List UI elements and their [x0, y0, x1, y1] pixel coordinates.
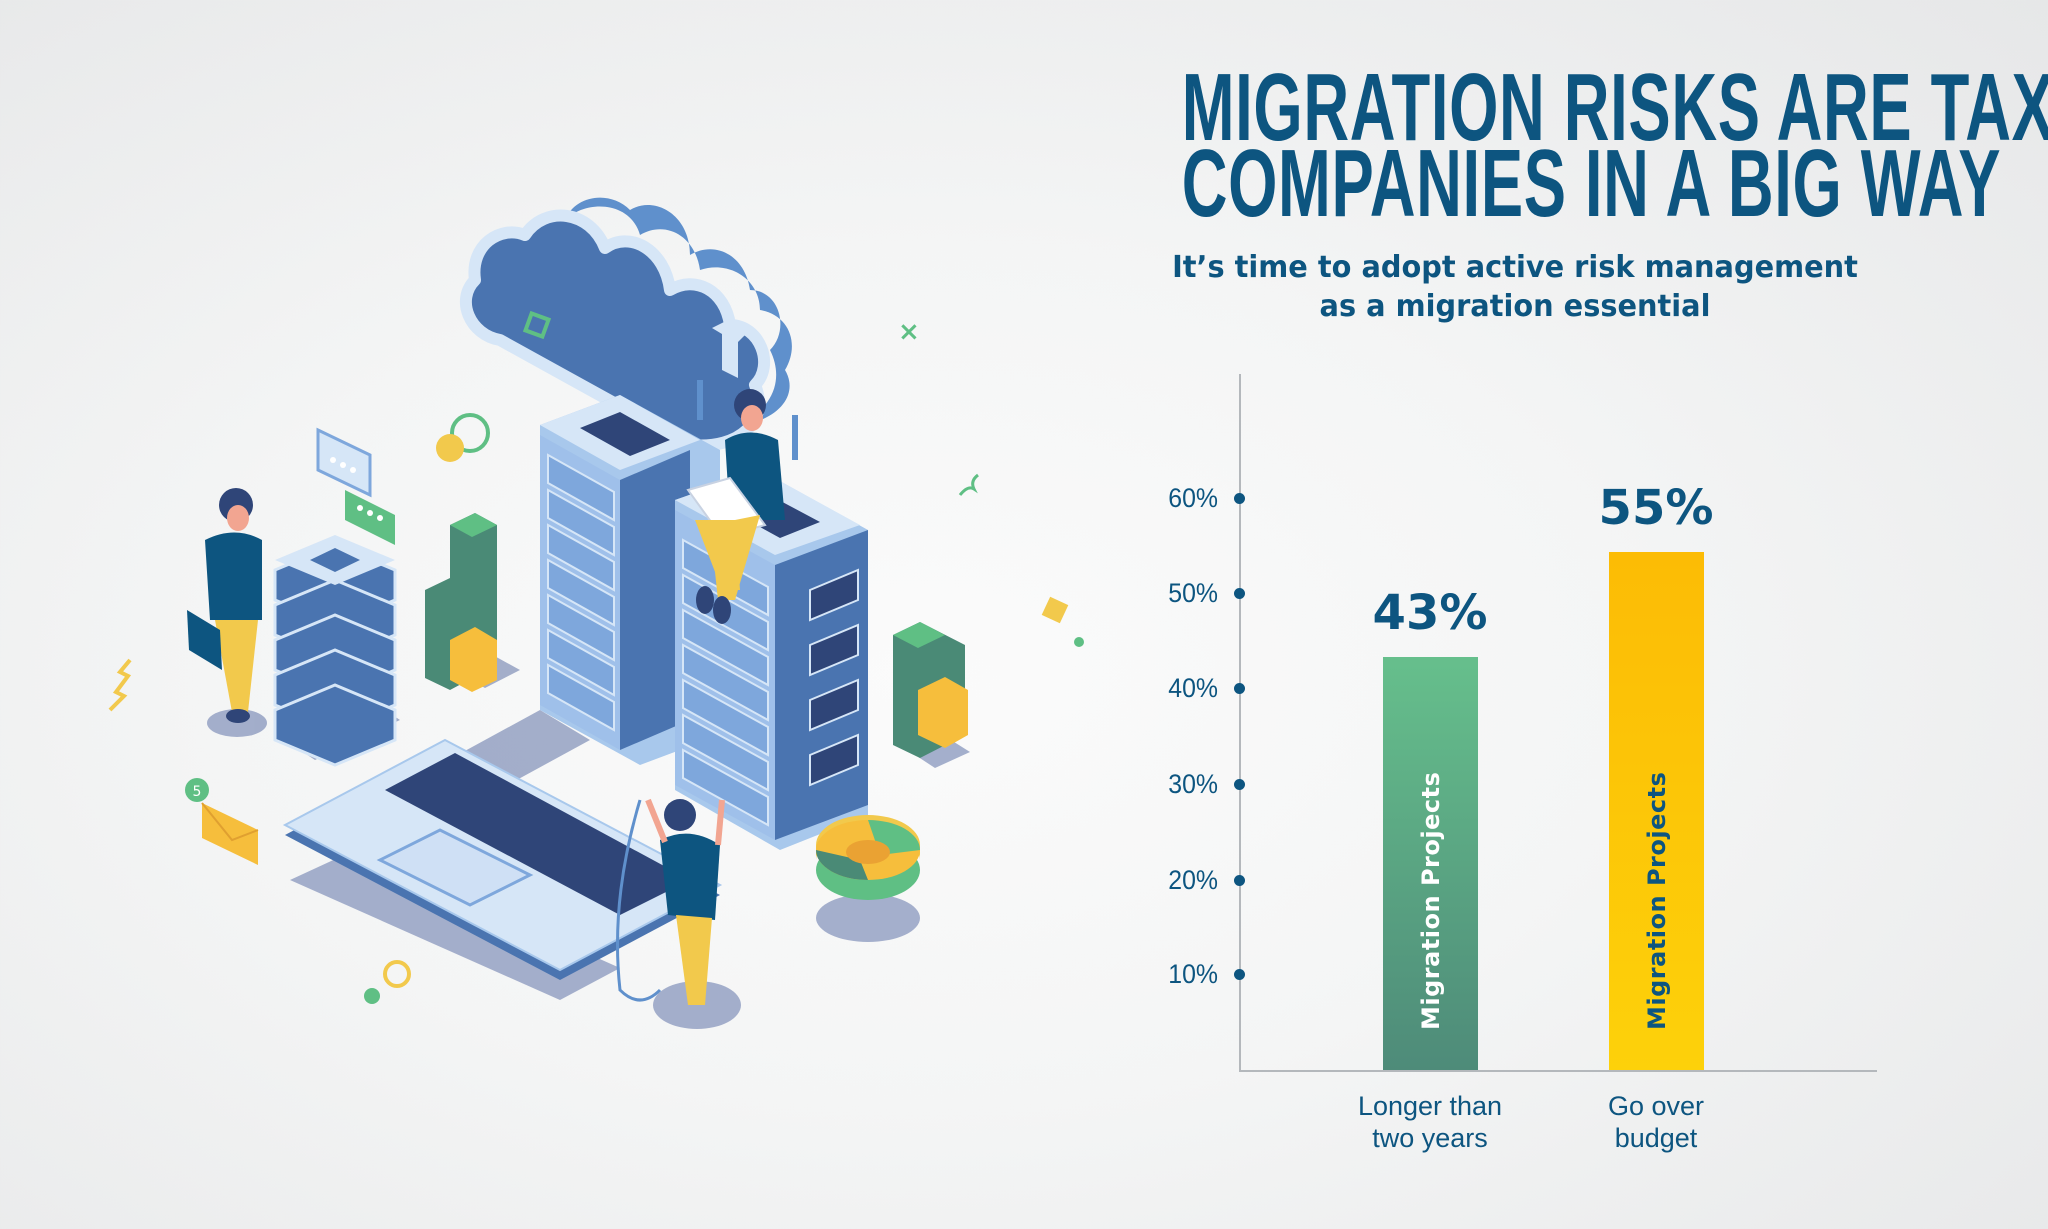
bar-inner-label: Migration Projects [1642, 771, 1671, 1030]
y-tick-label: 20% [1168, 865, 1218, 895]
y-tick-label: 50% [1168, 578, 1218, 608]
y-tick-dot [1234, 493, 1245, 504]
x-category-label: Go over budget [1607, 1091, 1705, 1153]
y-tick-label: 30% [1168, 769, 1218, 799]
y-tick-label: 10% [1168, 959, 1218, 989]
data-center-illustration: 5 × [108, 197, 1084, 1029]
svg-text:×: × [898, 317, 920, 347]
subtitle-line-2: as a migration essential [1319, 289, 1711, 324]
person-standing-woman [187, 488, 262, 723]
bar-longer-than-two-years: Migration Projects [1383, 657, 1478, 1070]
person-standing-cable [616, 798, 725, 1005]
x-axis-line [1239, 1070, 1877, 1072]
bar-inner-label: Migration Projects [1416, 771, 1445, 1030]
y-tick-label: 40% [1168, 673, 1218, 703]
page-title: MIGRATION RISKS ARE TAXING COMPANIES IN … [1010, 60, 2048, 237]
bar-go-over-budget: Migration Projects [1609, 552, 1704, 1070]
x-category-label: Longer than two years [1357, 1091, 1503, 1153]
subtitle-line-1: It’s time to adopt active risk managemen… [1172, 250, 1858, 285]
y-axis-line [1239, 374, 1241, 1072]
envelope-badge: 5 [193, 784, 202, 800]
y-tick-dot [1234, 875, 1245, 886]
y-tick-label: 60% [1168, 483, 1218, 513]
person-sitting-with-laptop [686, 389, 785, 624]
bar-chart-blocks-right [893, 622, 968, 758]
bar-chart-blocks-left [425, 513, 497, 692]
y-tick-dot [1234, 969, 1245, 980]
decorative-shapes: × [108, 310, 1084, 1004]
y-tick-dot [1234, 683, 1245, 694]
server-stack-small [273, 535, 397, 767]
donut-chart-icon [816, 815, 920, 900]
y-tick-dot [1234, 779, 1245, 790]
chat-bubble-icons [316, 427, 395, 545]
laptop-keyboard [282, 738, 723, 980]
y-tick-dot [1234, 588, 1245, 599]
bar-value-label: 55% [1598, 480, 1714, 536]
title-line-2: COMPANIES IN A BIG WAY [1181, 130, 2002, 237]
bar-value-label: 43% [1372, 585, 1488, 641]
page-subtitle: It’s time to adopt active risk managemen… [1090, 248, 1940, 326]
cloud-upload-icon [459, 197, 798, 460]
envelope-icon: 5 [185, 778, 259, 865]
